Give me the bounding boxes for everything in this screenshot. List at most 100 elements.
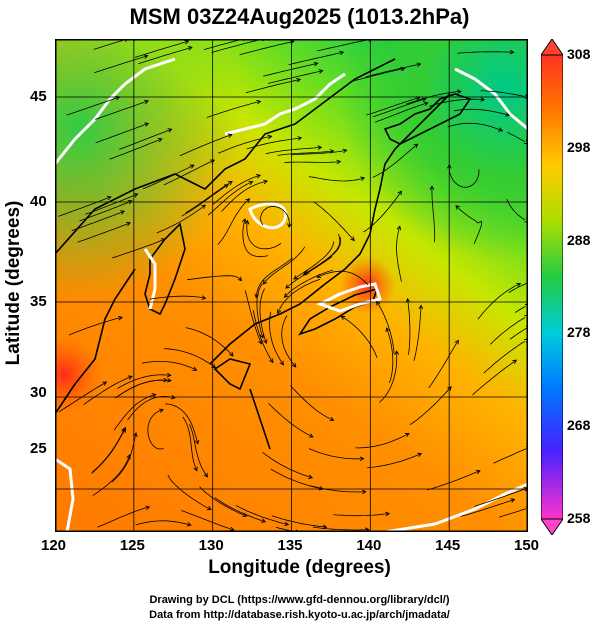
- streamline-arrowhead: [254, 293, 259, 299]
- streamline-arrowhead: [261, 518, 266, 523]
- streamline-arrowhead: [297, 136, 303, 141]
- streamline-arrowhead: [368, 37, 373, 42]
- streamline-arrowhead: [263, 179, 269, 185]
- streamline: [305, 233, 341, 274]
- streamline: [340, 315, 378, 359]
- streamline: [149, 295, 206, 300]
- streamline-arrowhead: [229, 526, 235, 532]
- streamline-arrowhead: [361, 489, 367, 495]
- streamline-arrowhead: [227, 181, 233, 186]
- streamline: [58, 196, 111, 217]
- streamline: [111, 433, 137, 483]
- streamline: [379, 351, 398, 403]
- streamline: [94, 55, 148, 74]
- streamline: [350, 67, 405, 82]
- streamline-arrowhead: [415, 96, 421, 101]
- x-tick-label: 150: [514, 537, 540, 554]
- streamline: [242, 218, 269, 258]
- streamline: [267, 70, 323, 84]
- streamline-arrowhead: [245, 198, 251, 203]
- x-tick-label: 145: [435, 537, 461, 554]
- streamline-arrowhead: [416, 62, 422, 68]
- streamline-arrowhead: [126, 221, 131, 227]
- streamline-arrowhead: [423, 101, 429, 107]
- streamline: [474, 487, 528, 507]
- streamline: [310, 485, 366, 493]
- streamline: [372, 98, 426, 118]
- streamline: [66, 96, 120, 116]
- x-tick-label: 120: [41, 537, 67, 554]
- colorbar-gradient: [541, 54, 563, 520]
- streamline: [156, 204, 206, 234]
- streamline: [447, 122, 503, 132]
- streamline: [138, 46, 193, 65]
- streamline: [455, 205, 482, 245]
- streamline-arrowhead: [336, 159, 342, 165]
- streamline: [79, 200, 132, 222]
- streamline-arrowhead: [287, 223, 292, 229]
- streamline: [113, 394, 156, 431]
- streamline-arrowhead: [133, 432, 138, 438]
- colorbar-upper-extension: [541, 39, 563, 56]
- streamline-arrowhead: [159, 408, 164, 413]
- streamline: [147, 409, 164, 450]
- streamline-arrowhead: [193, 466, 198, 472]
- streamline: [181, 510, 234, 531]
- streamline-arrowhead: [115, 95, 121, 101]
- streamline-arrowhead: [457, 89, 462, 94]
- streamline: [366, 97, 420, 116]
- streamline: [217, 198, 250, 245]
- plot-frame: [55, 39, 528, 532]
- streamline-arrowhead: [120, 210, 125, 215]
- streamline-arrowhead: [339, 50, 345, 56]
- streamline-arrowhead: [340, 315, 346, 321]
- streamline: [365, 63, 421, 78]
- streamline-arrowhead: [429, 185, 435, 191]
- streamline-arrowhead: [447, 163, 452, 169]
- streamline: [263, 246, 306, 285]
- streamline: [221, 180, 268, 212]
- streamline: [95, 123, 149, 144]
- colorbar-tick-label: 308: [567, 46, 591, 62]
- colorbar-tick-label: 268: [567, 417, 591, 434]
- streamline: [480, 90, 525, 97]
- streamline: [453, 108, 510, 116]
- streamline-arrowhead: [256, 99, 262, 105]
- y-tick-label: 40: [30, 193, 47, 210]
- streamline: [167, 474, 212, 510]
- streamline-arrowhead: [151, 393, 157, 398]
- streamline-arrowhead: [144, 122, 150, 127]
- streamline-arrowhead: [201, 295, 207, 300]
- streamline-arrowhead: [385, 327, 390, 333]
- streamline: [277, 150, 334, 156]
- streamline-arrowhead: [167, 128, 173, 133]
- streamline-arrowhead: [263, 339, 268, 344]
- y-axis-label: Latitude (degrees): [3, 200, 24, 366]
- streamline-arrowhead: [404, 432, 410, 438]
- streamline: [127, 395, 175, 421]
- streamline-arrowhead: [447, 386, 452, 391]
- streamline: [187, 275, 242, 281]
- streamline: [290, 385, 334, 421]
- streamline: [97, 506, 150, 528]
- streamline: [367, 453, 422, 469]
- streamline-arrowhead: [304, 269, 310, 274]
- streamline: [203, 38, 243, 50]
- streamline-arrowhead: [289, 39, 295, 45]
- streamline-arrowhead: [313, 61, 319, 67]
- streamline: [355, 433, 410, 449]
- streamline-arrowhead: [194, 439, 200, 445]
- streamline-arrowhead: [258, 339, 263, 345]
- streamline-arrowhead: [262, 279, 268, 285]
- streamline-arrowhead: [157, 137, 163, 143]
- streamline: [333, 513, 390, 517]
- streamline: [448, 164, 480, 188]
- streamline-arrowhead: [308, 433, 314, 438]
- streamline: [77, 222, 131, 243]
- streamline: [206, 100, 261, 118]
- streamline: [493, 448, 527, 464]
- streamline-arrowhead: [376, 300, 381, 306]
- colorbar-tick-label: 278: [567, 324, 591, 341]
- streamline-arrowhead: [160, 238, 166, 243]
- streamline: [308, 176, 365, 182]
